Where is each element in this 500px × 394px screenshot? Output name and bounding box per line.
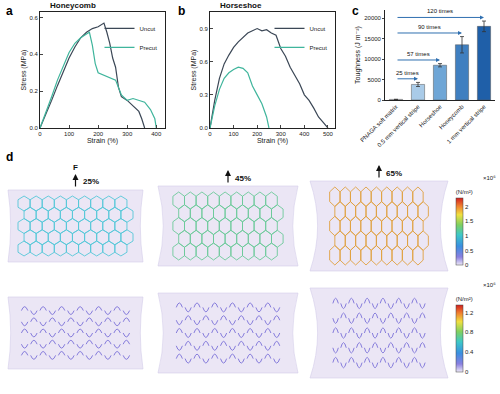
svg-text:0: 0: [465, 369, 469, 375]
svg-text:Horseshoe: Horseshoe: [418, 103, 443, 128]
svg-text:Honeycomb: Honeycomb: [438, 103, 465, 130]
svg-text:b: b: [178, 4, 185, 18]
svg-text:×10⁶: ×10⁶: [483, 175, 496, 181]
svg-text:0.0: 0.0: [30, 125, 39, 131]
svg-text:57 times: 57 times: [407, 51, 430, 57]
svg-text:Stress (MPa): Stress (MPa): [190, 50, 198, 91]
svg-text:Toughness (J m⁻²): Toughness (J m⁻²): [354, 26, 362, 84]
svg-text:10000: 10000: [364, 56, 381, 62]
svg-text:PNAGA soft matrix: PNAGA soft matrix: [359, 104, 399, 144]
svg-text:15000: 15000: [364, 36, 381, 42]
svg-text:0: 0: [38, 131, 42, 137]
svg-text:0.3: 0.3: [200, 92, 209, 98]
svg-text:400: 400: [151, 131, 162, 137]
svg-text:F: F: [73, 163, 78, 172]
svg-text:100: 100: [229, 131, 240, 137]
svg-text:300: 300: [122, 131, 133, 137]
svg-text:(N/m²): (N/m²): [456, 189, 473, 195]
svg-text:0.6: 0.6: [200, 59, 209, 65]
svg-text:5000: 5000: [368, 77, 382, 83]
svg-text:500: 500: [323, 131, 334, 137]
svg-text:Stress (MPa): Stress (MPa): [20, 50, 28, 91]
svg-text:45%: 45%: [235, 174, 251, 183]
svg-text:×10⁶: ×10⁶: [483, 282, 496, 288]
svg-text:Strain (%): Strain (%): [257, 137, 288, 145]
svg-text:0.8: 0.8: [465, 329, 474, 335]
svg-text:Uncut: Uncut: [140, 26, 156, 32]
svg-text:20000: 20000: [364, 15, 381, 21]
svg-text:25%: 25%: [83, 177, 99, 186]
svg-text:Precut: Precut: [140, 45, 158, 51]
svg-text:400: 400: [299, 131, 310, 137]
svg-text:Honeycomb: Honeycomb: [50, 1, 96, 10]
svg-text:300: 300: [276, 131, 287, 137]
svg-text:0.9: 0.9: [200, 26, 209, 32]
svg-text:0.6: 0.6: [30, 15, 39, 21]
svg-text:a: a: [6, 4, 13, 18]
svg-text:c: c: [352, 4, 359, 18]
svg-text:0: 0: [378, 97, 382, 103]
svg-text:Precut: Precut: [310, 45, 328, 51]
svg-text:0.5 mm vertical stripe: 0.5 mm vertical stripe: [376, 103, 421, 148]
svg-text:0.0: 0.0: [200, 125, 209, 131]
svg-text:Horseshoe: Horseshoe: [220, 1, 262, 10]
svg-text:200: 200: [93, 131, 104, 137]
svg-text:0.4: 0.4: [30, 51, 39, 57]
svg-text:Uncut: Uncut: [310, 26, 326, 32]
svg-text:0.2: 0.2: [30, 88, 39, 94]
svg-text:0.4: 0.4: [465, 349, 474, 355]
svg-text:1.2: 1.2: [465, 310, 474, 316]
svg-text:Strain (%): Strain (%): [87, 137, 118, 145]
svg-text:(N/m²): (N/m²): [456, 296, 473, 302]
svg-text:0.5: 0.5: [465, 248, 474, 254]
svg-text:1: 1: [465, 233, 469, 239]
svg-text:90 times: 90 times: [418, 24, 441, 30]
svg-text:2: 2: [465, 204, 469, 210]
svg-text:0: 0: [465, 262, 469, 268]
svg-text:0: 0: [208, 131, 212, 137]
svg-text:1 mm vertical stripe: 1 mm vertical stripe: [446, 103, 487, 144]
svg-text:100: 100: [64, 131, 75, 137]
svg-text:200: 200: [252, 131, 263, 137]
svg-text:d: d: [6, 150, 13, 164]
svg-text:1.5: 1.5: [465, 218, 474, 224]
svg-text:25 times: 25 times: [396, 70, 419, 76]
svg-text:120 times: 120 times: [427, 8, 453, 14]
svg-text:65%: 65%: [386, 169, 402, 178]
